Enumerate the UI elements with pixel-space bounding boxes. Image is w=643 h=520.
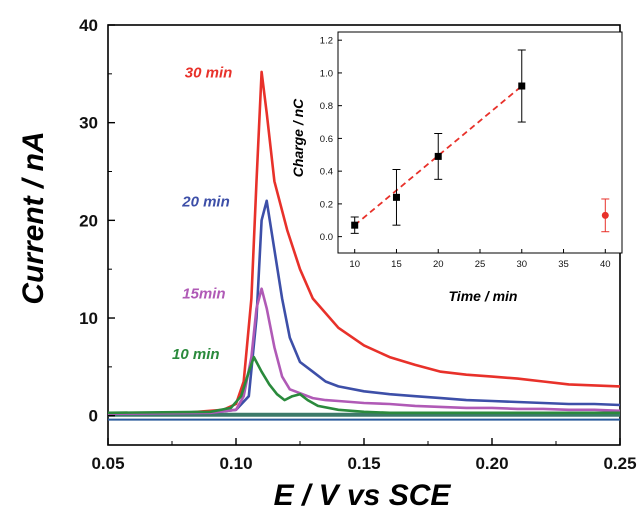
inset-x-tick-label: 30 bbox=[516, 259, 527, 270]
y-tick-label: 0 bbox=[89, 407, 98, 426]
inset-y-tick-label: 0.2 bbox=[320, 199, 333, 210]
series-labels: 30 min 20 min 15min 10 min bbox=[172, 65, 232, 363]
main-axis-ticks: 0.05 0.10 0.15 0.20 0.25 0 10 20 30 40 bbox=[79, 16, 636, 473]
inset-x-tick-label: 25 bbox=[475, 259, 486, 270]
inset-y-tick-label: 1.0 bbox=[320, 68, 333, 79]
inset-y-tick-label: 1.2 bbox=[320, 36, 333, 47]
inset-data-point bbox=[392, 169, 401, 226]
marker-circle bbox=[601, 211, 609, 219]
marker-square bbox=[518, 82, 526, 90]
inset-chart: 10 15 20 25 30 35 40 0.0 0.2 0.4 0.6 0.8 1.0 1.2 bbox=[320, 31, 623, 270]
y-tick-label: 10 bbox=[79, 309, 98, 328]
inset-x-axis-title: Time / min bbox=[449, 288, 518, 304]
main-x-axis-title: E / V vs SCE bbox=[274, 479, 452, 512]
series-label-10-min: 10 min bbox=[172, 346, 220, 363]
inset-data-point bbox=[517, 49, 526, 123]
inset-x-tick-label: 20 bbox=[433, 259, 444, 270]
inset-y-tick-label: 0.0 bbox=[320, 232, 333, 243]
x-tick-label: 0.05 bbox=[91, 454, 124, 473]
y-tick-label: 20 bbox=[79, 211, 98, 230]
marker-square bbox=[351, 221, 359, 229]
series-label-30-min: 30 min bbox=[185, 65, 233, 82]
inset-y-axis-title: Charge / nC bbox=[290, 98, 306, 177]
series-label-15min: 15min bbox=[182, 285, 225, 302]
inset-y-tick-label: 0.8 bbox=[320, 101, 333, 112]
x-tick-label: 0.25 bbox=[603, 454, 636, 473]
x-tick-label: 0.10 bbox=[219, 454, 252, 473]
inset-x-tick-label: 10 bbox=[349, 259, 360, 270]
inset-x-tick-label: 35 bbox=[558, 259, 569, 270]
inset-y-tick-label: 0.4 bbox=[320, 167, 333, 178]
inset-data-point bbox=[350, 216, 359, 234]
marker-square bbox=[434, 152, 442, 160]
main-y-axis-title: Current / nA bbox=[17, 131, 50, 304]
x-tick-label: 0.15 bbox=[347, 454, 380, 473]
inset-x-tick-label: 40 bbox=[600, 259, 611, 270]
y-tick-label: 40 bbox=[79, 16, 98, 35]
inset-data-point bbox=[601, 198, 610, 233]
marker-square bbox=[392, 193, 400, 201]
series-line-10-min bbox=[107, 355, 620, 415]
y-tick-label: 30 bbox=[79, 114, 98, 133]
inset-plot-frame bbox=[337, 31, 623, 254]
inset-data-point bbox=[434, 132, 443, 180]
series-label-20-min: 20 min bbox=[181, 194, 230, 211]
main-series-group bbox=[107, 70, 621, 415]
inset-fit-line bbox=[354, 85, 523, 226]
series-line-15min bbox=[107, 287, 621, 415]
series-line-30-min bbox=[107, 70, 621, 415]
inset-x-tick-label: 15 bbox=[391, 259, 402, 270]
inset-y-tick-label: 0.6 bbox=[320, 134, 333, 145]
x-tick-label: 0.20 bbox=[475, 454, 508, 473]
